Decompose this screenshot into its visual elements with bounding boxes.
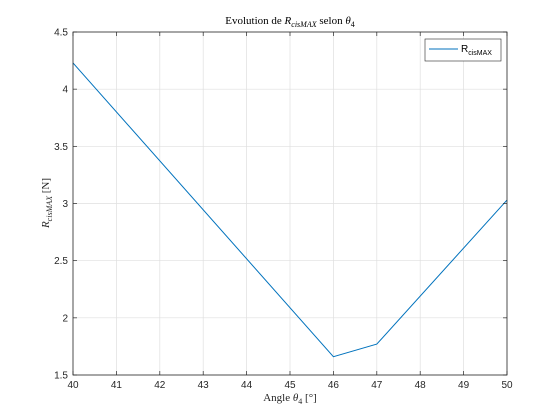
y-tick-label: 3.5 — [54, 142, 68, 153]
y-tick-label: 2.5 — [54, 256, 68, 267]
legend-label-sub: cisMAX — [468, 50, 492, 57]
ylabel-unit: [N] — [40, 178, 52, 196]
x-tick-label: 46 — [328, 380, 340, 391]
title-mid: selon — [317, 15, 346, 27]
x-tick-label: 41 — [111, 380, 123, 391]
x-tick-labels: 40 41 42 43 44 45 46 47 48 49 50 — [67, 380, 513, 391]
x-tick-label: 48 — [415, 380, 427, 391]
chart-title: Evolution de RcisMAX selon θ4 — [225, 15, 354, 29]
x-tick-label: 43 — [198, 380, 210, 391]
x-tick-label: 42 — [154, 380, 166, 391]
title-theta-sub: 4 — [351, 20, 355, 29]
legend-box — [424, 38, 502, 62]
legend: RcisMAX — [424, 38, 502, 62]
x-tick-label: 40 — [67, 380, 79, 391]
series-line — [72, 62, 508, 358]
y-tick-label: 3 — [62, 199, 68, 210]
tick-marks — [72, 31, 508, 376]
xlabel-theta-sub: 4 — [298, 397, 302, 406]
legend-label: RcisMAX — [461, 44, 492, 57]
ylabel-var: R — [40, 221, 52, 229]
title-theta: θ — [345, 15, 351, 27]
y-tick-labels: 1.5 2 2.5 3 3.5 4 4.5 — [54, 28, 68, 382]
x-tick-label: 47 — [371, 380, 383, 391]
y-tick-label: 1.5 — [54, 371, 68, 382]
y-axis-label: RcisMAX [N] — [40, 178, 54, 229]
xlabel-theta: θ — [293, 392, 299, 404]
x-tick-label: 49 — [458, 380, 470, 391]
title-var: R — [284, 15, 292, 27]
xlabel-unit: [°] — [302, 392, 316, 404]
x-tick-label: 50 — [501, 380, 513, 391]
series-layer — [72, 62, 508, 358]
title-prefix: Evolution de — [225, 15, 284, 27]
ylabel-var-sub: cisMAX — [45, 195, 54, 221]
title-var-sub: cisMAX — [291, 20, 317, 29]
y-tick-label: 2 — [62, 313, 68, 324]
x-tick-label: 44 — [241, 380, 253, 391]
xlabel-prefix: Angle — [263, 392, 293, 404]
y-tick-label: 4.5 — [54, 28, 68, 39]
y-tick-label: 4 — [62, 85, 68, 96]
legend-label-main: R — [461, 44, 468, 55]
x-tick-label: 45 — [284, 380, 296, 391]
x-axis-label: Angle θ4 [°] — [263, 392, 317, 406]
